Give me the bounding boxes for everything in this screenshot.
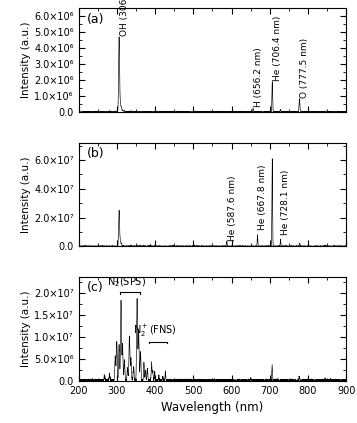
Text: He (587.6 nm): He (587.6 nm) xyxy=(227,175,237,241)
Text: O (777.5 nm): O (777.5 nm) xyxy=(300,38,309,98)
Text: (b): (b) xyxy=(87,147,104,160)
Y-axis label: Intensity (a.u.): Intensity (a.u.) xyxy=(21,291,31,367)
Y-axis label: Intensity (a.u.): Intensity (a.u.) xyxy=(21,22,31,99)
Text: He (728.1 nm): He (728.1 nm) xyxy=(281,170,290,235)
Text: OH (306 nm): OH (306 nm) xyxy=(120,0,129,36)
Text: H (656.2 nm): H (656.2 nm) xyxy=(254,48,263,107)
Y-axis label: Intensity (a.u.): Intensity (a.u.) xyxy=(21,157,31,233)
Text: (c): (c) xyxy=(87,281,103,294)
X-axis label: Wavelength (nm): Wavelength (nm) xyxy=(161,401,263,414)
Text: (a): (a) xyxy=(87,13,104,26)
Text: N$_2^+$(FNS): N$_2^+$(FNS) xyxy=(133,323,177,339)
Text: He (667.8 nm): He (667.8 nm) xyxy=(258,165,267,231)
Text: N$_2$(SPS): N$_2$(SPS) xyxy=(107,275,146,289)
Text: He (706.4 nm): He (706.4 nm) xyxy=(273,16,282,81)
